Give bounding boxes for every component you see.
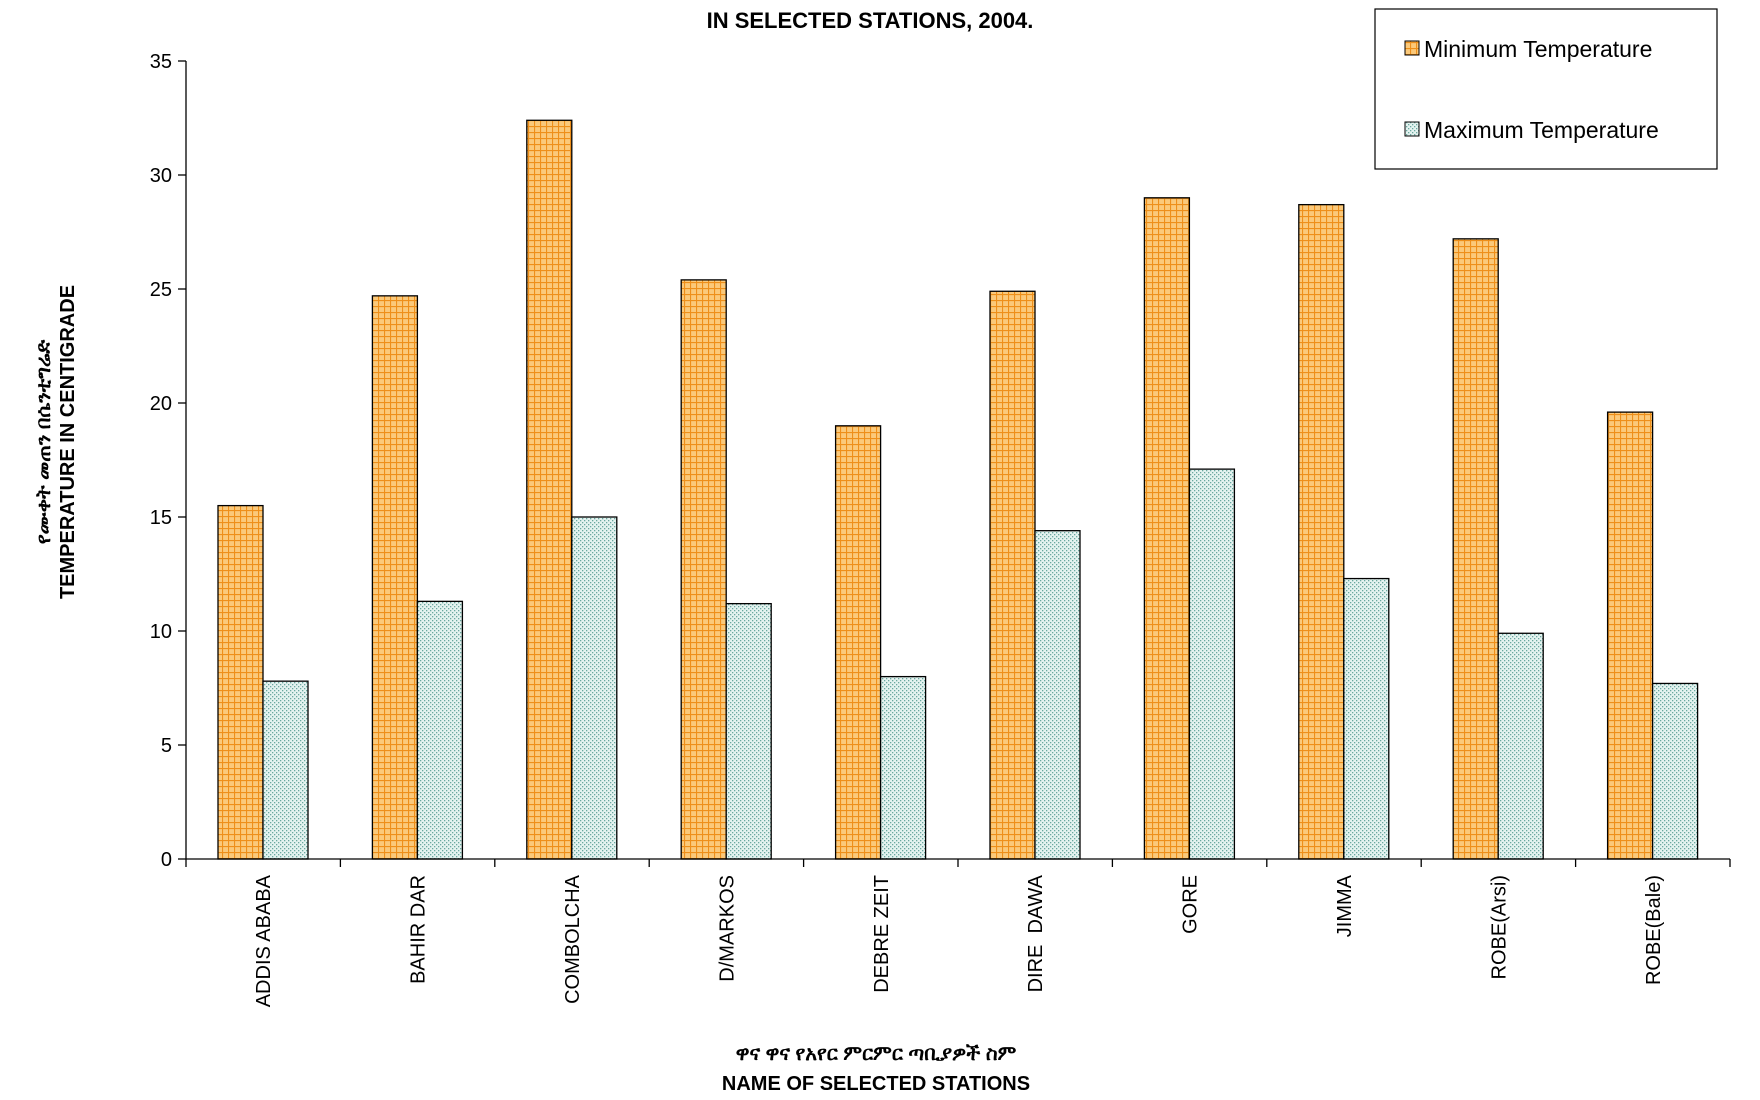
legend-label-maximum: Maximum Temperature xyxy=(1424,117,1659,143)
y-axis-title-amharic: የሙቀት መጠን በሴንቲግሬድ xyxy=(33,339,55,544)
category-label-10: ROBE(Bale) xyxy=(1643,875,1665,985)
bar-minimum-5 xyxy=(834,425,882,860)
y-tick-label: 30 xyxy=(150,165,172,187)
legend-swatch-minimum xyxy=(1404,40,1420,56)
category-label-1: ADDIS ABABA xyxy=(253,874,275,1007)
bar-maximum-3 xyxy=(571,516,618,860)
y-tick-label: 10 xyxy=(150,621,172,643)
y-tick-label: 35 xyxy=(150,51,172,73)
bar-minimum-7 xyxy=(1143,197,1191,860)
bar-maximum-9 xyxy=(1497,632,1544,860)
bar-minimum-6 xyxy=(989,290,1036,860)
x-axis-title-english: NAME OF SELECTED STATIONS xyxy=(722,1073,1030,1095)
legend-label-minimum: Minimum Temperature xyxy=(1424,36,1652,62)
x-axis-title-amharic: ዋና ዋና የአየር ምርምር ጣቢያዎች ስም xyxy=(736,1043,1017,1065)
bar-minimum-1 xyxy=(217,504,264,860)
category-label-5: DEBRE ZEIT xyxy=(871,875,893,993)
y-tick-label: 15 xyxy=(150,507,172,529)
y-tick-label: 20 xyxy=(150,393,172,415)
category-label-8: JIMMA xyxy=(1334,874,1356,937)
y-tick-label: 25 xyxy=(150,279,172,301)
bar-maximum-5 xyxy=(879,675,927,860)
bar-minimum-4 xyxy=(680,279,727,860)
category-label-3: COMBOLCHA xyxy=(562,874,584,1004)
category-labels-group: ADDIS ABABA BAHIR DAR COMBOLCHA D/MARKOS DEB… xyxy=(253,874,1665,1007)
category-label-4: D/MARKOS xyxy=(716,875,738,982)
bar-maximum-7 xyxy=(1188,468,1236,860)
category-label-7: GORE xyxy=(1180,875,1202,934)
chart-title: IN SELECTED STATIONS, 2004. xyxy=(707,8,1034,33)
bar-minimum-2 xyxy=(371,295,419,860)
bar-minimum-9 xyxy=(1452,238,1499,860)
category-label-2: BAHIR DAR xyxy=(408,875,430,984)
bar-maximum-4 xyxy=(725,602,772,860)
bar-minimum-10 xyxy=(1606,411,1654,860)
bar-maximum-6 xyxy=(1034,530,1081,860)
y-tick-label: 5 xyxy=(161,735,172,757)
axes-group xyxy=(185,61,1731,867)
legend-box xyxy=(1374,8,1718,170)
bar-maximum-2 xyxy=(416,600,464,860)
category-label-9: ROBE(Arsi) xyxy=(1488,875,1510,979)
bars-group xyxy=(217,119,1699,860)
legend: Minimum Temperature Maximum Temperature xyxy=(1374,8,1718,170)
y-axis-title: የሙቀት መጠን በሴንቲግሬድ TEMPERATURE IN CENTIGRA… xyxy=(33,285,79,599)
y-ticks-group: 0 5 10 15 20 25 30 35 xyxy=(150,51,186,871)
bar-maximum-8 xyxy=(1343,577,1390,860)
bar-minimum-3 xyxy=(526,119,573,860)
bar-maximum-1 xyxy=(262,680,309,860)
category-label-6: DIRE DAWA xyxy=(1025,874,1047,992)
y-tick-label: 0 xyxy=(161,849,172,871)
bar-maximum-10 xyxy=(1651,682,1699,860)
y-axis-title-english: TEMPERATURE IN CENTIGRADE xyxy=(57,285,79,599)
legend-swatch-maximum xyxy=(1404,121,1420,137)
bar-minimum-8 xyxy=(1298,203,1345,860)
